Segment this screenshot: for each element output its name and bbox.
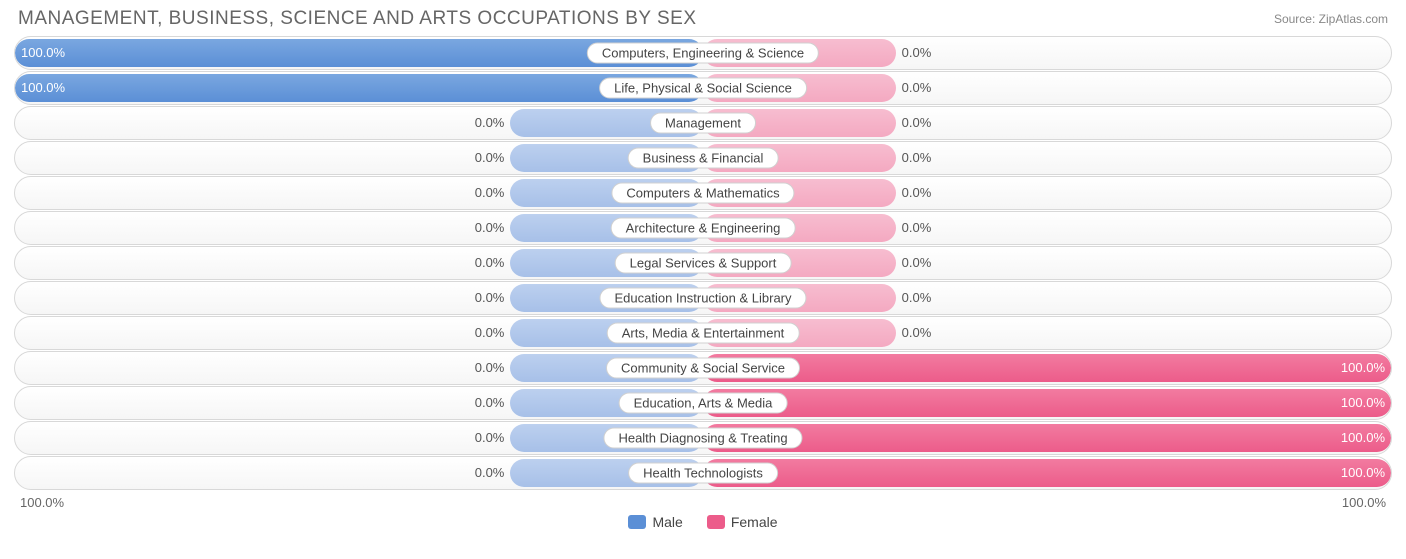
male-half: 0.0% [15,422,703,454]
male-half: 0.0% [15,352,703,384]
category-label: Legal Services & Support [615,253,792,274]
male-half: 0.0% [15,212,703,244]
category-label: Education Instruction & Library [599,288,806,309]
female-pct-label: 0.0% [902,142,932,175]
chart-header: MANAGEMENT, BUSINESS, SCIENCE AND ARTS O… [14,8,1392,36]
female-pct-label: 0.0% [902,247,932,280]
female-half: 0.0% [703,107,1391,139]
male-half: 0.0% [15,247,703,279]
chart-source: Source: ZipAtlas.com [1274,12,1388,26]
female-pct-label: 100.0% [1341,387,1385,420]
chart-row: 0.0% 100.0% Community & Social Service [14,351,1392,385]
category-label: Computers & Mathematics [611,183,794,204]
female-half: 0.0% [703,212,1391,244]
male-pct-label: 0.0% [475,177,505,210]
male-half: 0.0% [15,457,703,489]
category-label: Health Technologists [628,463,778,484]
female-bar [703,354,1391,382]
male-pct-label: 0.0% [475,247,505,280]
female-pct-label: 0.0% [902,177,932,210]
category-label: Education, Arts & Media [619,393,788,414]
male-half: 0.0% [15,177,703,209]
chart-row: 0.0% 100.0% Health Diagnosing & Treating [14,421,1392,455]
category-label: Community & Social Service [606,358,800,379]
legend-male-label: Male [652,514,682,530]
female-pct-label: 0.0% [902,72,932,105]
male-half: 0.0% [15,107,703,139]
female-half: 100.0% [703,387,1391,419]
category-label: Computers, Engineering & Science [587,43,819,64]
axis-right-label: 100.0% [1342,495,1386,510]
category-label: Business & Financial [628,148,779,169]
female-half: 100.0% [703,457,1391,489]
female-pct-label: 100.0% [1341,457,1385,490]
male-pct-label: 0.0% [475,212,505,245]
category-label: Management [650,113,756,134]
category-label: Arts, Media & Entertainment [607,323,800,344]
chart-area: 100.0% 0.0% Computers, Engineering & Scien… [14,36,1392,490]
chart-row: 100.0% 0.0% Computers, Engineering & Scien… [14,36,1392,70]
male-pct-label: 0.0% [475,317,505,350]
male-half: 0.0% [15,142,703,174]
male-pct-label: 0.0% [475,282,505,315]
male-pct-label: 0.0% [475,387,505,420]
category-label: Health Diagnosing & Treating [603,428,802,449]
male-pct-label: 100.0% [21,37,65,70]
male-pct-label: 0.0% [475,352,505,385]
chart-row: 0.0% 0.0% Legal Services & Support [14,246,1392,280]
chart-title: MANAGEMENT, BUSINESS, SCIENCE AND ARTS O… [18,8,697,30]
male-pct-label: 100.0% [21,72,65,105]
x-axis: 100.0% 100.0% [14,491,1392,510]
male-half: 0.0% [15,387,703,419]
female-half: 0.0% [703,177,1391,209]
chart-row: 0.0% 0.0% Architecture & Engineering [14,211,1392,245]
female-pct-label: 0.0% [902,107,932,140]
female-half: 100.0% [703,422,1391,454]
chart-row: 0.0% 100.0% Education, Arts & Media [14,386,1392,420]
female-bar [703,389,1391,417]
category-label: Architecture & Engineering [611,218,796,239]
female-bar [703,424,1391,452]
chart-container: MANAGEMENT, BUSINESS, SCIENCE AND ARTS O… [0,0,1406,559]
female-pct-label: 0.0% [902,282,932,315]
legend-male-swatch [628,515,646,529]
female-half: 0.0% [703,317,1391,349]
female-pct-label: 100.0% [1341,352,1385,385]
chart-row: 0.0% 100.0% Health Technologists [14,456,1392,490]
male-pct-label: 0.0% [475,107,505,140]
male-half: 0.0% [15,317,703,349]
chart-row: 0.0% 0.0% Business & Financial [14,141,1392,175]
female-pct-label: 0.0% [902,317,932,350]
male-pct-label: 0.0% [475,422,505,455]
chart-row: 0.0% 0.0% Education Instruction & Library [14,281,1392,315]
male-pct-label: 0.0% [475,142,505,175]
chart-legend: Male Female [14,514,1392,530]
female-half: 0.0% [703,142,1391,174]
legend-female-swatch [707,515,725,529]
category-label: Life, Physical & Social Science [599,78,807,99]
chart-row: 0.0% 0.0% Arts, Media & Entertainment [14,316,1392,350]
female-pct-label: 0.0% [902,212,932,245]
female-pct-label: 0.0% [902,37,932,70]
female-pct-label: 100.0% [1341,422,1385,455]
chart-row: 100.0% 0.0% Life, Physical & Social Scienc… [14,71,1392,105]
axis-left-label: 100.0% [20,495,64,510]
male-pct-label: 0.0% [475,457,505,490]
legend-female: Female [707,514,778,530]
female-half: 100.0% [703,352,1391,384]
chart-row: 0.0% 0.0% Management [14,106,1392,140]
female-half: 0.0% [703,247,1391,279]
female-bar [703,459,1391,487]
legend-female-label: Female [731,514,778,530]
chart-row: 0.0% 0.0% Computers & Mathematics [14,176,1392,210]
legend-male: Male [628,514,682,530]
